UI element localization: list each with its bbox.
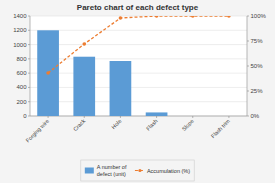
bar [37, 30, 59, 116]
y2-tick-label: 100% [251, 13, 267, 19]
grid-line [30, 101, 247, 102]
y-tick-label: 800 [16, 56, 27, 62]
legend-box [81, 160, 194, 181]
legend-label-line: defect (unit) [97, 171, 126, 177]
x-tick-label: Flash [145, 118, 159, 132]
grid-line [30, 16, 247, 17]
y-tick-label: 1400 [13, 13, 27, 19]
marker [227, 16, 231, 18]
x-tick [84, 116, 85, 118]
legend-marker [138, 169, 141, 172]
legend: A number ofdefect (unit) Accumulation (%) [81, 160, 194, 181]
x-tick-label: Crack [72, 118, 87, 133]
grid-line [30, 58, 247, 59]
y2-tick-label: 0% [251, 113, 260, 119]
y2-tick-label: 50% [251, 63, 264, 69]
bar [110, 61, 132, 116]
axes: 0 200 400 600 800 1000 1200 1400 0% 25% 50% 75% 100%… [13, 13, 266, 144]
marker [82, 42, 86, 46]
legend-label: Accumulation (%) [147, 168, 190, 174]
grid-line [30, 30, 247, 31]
bar [182, 116, 204, 117]
x-tick-label: Flash trim [210, 118, 232, 140]
y-axis [30, 16, 31, 116]
x-tick [120, 116, 121, 118]
y-tick-label: 600 [16, 70, 27, 76]
y2-axis [247, 16, 248, 116]
legend-swatch [85, 168, 94, 174]
plot-area [30, 16, 247, 116]
x-axis [30, 116, 247, 117]
x-tick-label: Slope [181, 118, 195, 132]
grid-line [30, 44, 247, 45]
y2-tick-label: 25% [251, 88, 264, 94]
chart: Pareto chart of each defect type 0 200 400 6… [0, 0, 275, 183]
legend-label-line: Accumulation (%) [147, 168, 190, 174]
legend-label: A number ofdefect (unit) [97, 164, 127, 177]
plot [37, 16, 230, 116]
bar [218, 116, 240, 117]
x-tick [156, 116, 157, 118]
marker [191, 16, 195, 18]
bar [146, 112, 168, 116]
marker [155, 16, 159, 18]
x-tick [48, 116, 49, 118]
y-tick-label: 400 [16, 84, 27, 90]
x-tick-label: Forging wire [25, 118, 51, 144]
y-tick-label: 1000 [13, 42, 27, 48]
title: Pareto chart of each defect type [77, 3, 199, 12]
y-tick-label: 1200 [13, 27, 27, 33]
marker [119, 16, 123, 20]
bar [73, 57, 95, 116]
x-tick-label: Hole [110, 118, 122, 130]
grid-line [30, 87, 247, 88]
legend-label-line: A number of [97, 164, 127, 170]
y2-tick-label: 75% [251, 38, 264, 44]
y-tick-label: 0 [23, 113, 27, 119]
grid-line [30, 73, 247, 74]
y-tick-label: 200 [16, 99, 27, 105]
marker [46, 71, 50, 75]
grid-line [30, 116, 247, 117]
x-tick [228, 116, 229, 118]
line [48, 16, 229, 73]
x-tick [192, 116, 193, 118]
background [0, 0, 275, 183]
